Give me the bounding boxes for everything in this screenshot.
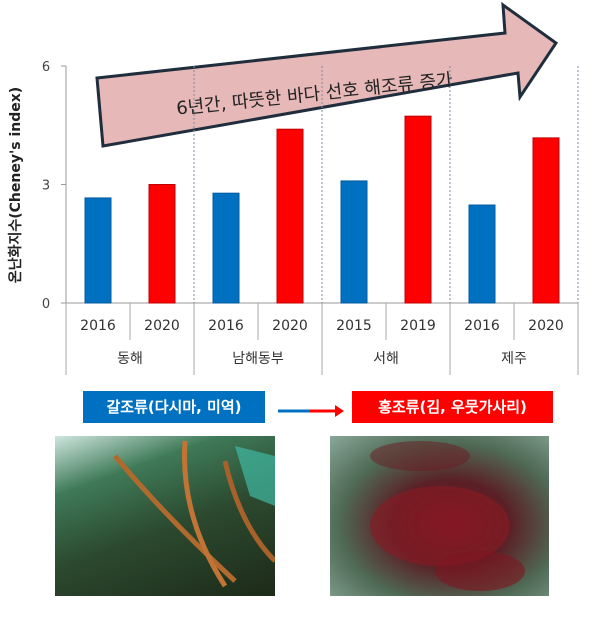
y-axis-label: 온난화지수(Cheney's index) [7, 87, 24, 283]
group-label: 제주 [501, 351, 527, 367]
category-label: 2015 [336, 318, 372, 334]
bar [276, 128, 304, 304]
group-label: 서해 [373, 351, 399, 367]
red-algae-photo [330, 436, 549, 596]
kelp-photo [55, 436, 275, 596]
group-label: 동해 [117, 351, 143, 367]
bar [212, 192, 240, 304]
y-tick-label: 3 [42, 179, 50, 194]
category-label: 2016 [464, 318, 500, 334]
category-label: 2020 [528, 318, 564, 334]
trend-arrow [95, 1, 559, 148]
category-label: 2020 [144, 318, 180, 334]
bar [404, 115, 432, 304]
category-label: 2019 [400, 318, 436, 334]
bar [468, 204, 496, 304]
bar-chart: 6년간, 따뜻한 바다 선호 해조류 증가 온난화지수(Cheney's ind… [7, 1, 579, 375]
bar [340, 180, 368, 304]
bar [532, 137, 560, 304]
arrow-right-icon [335, 405, 344, 417]
group-label: 남해동부 [232, 351, 284, 367]
bar [84, 197, 112, 304]
category-label: 2016 [80, 318, 116, 334]
category-label: 2020 [272, 318, 308, 334]
red-algae-label: 홍조류(김, 우뭇가사리) [352, 391, 553, 423]
brown-algae-label: 갈조류(다시마, 미역) [83, 391, 265, 423]
y-tick-label: 6 [42, 60, 50, 75]
y-tick-label: 0 [42, 297, 50, 312]
bar [148, 184, 176, 304]
category-label: 2016 [208, 318, 244, 334]
